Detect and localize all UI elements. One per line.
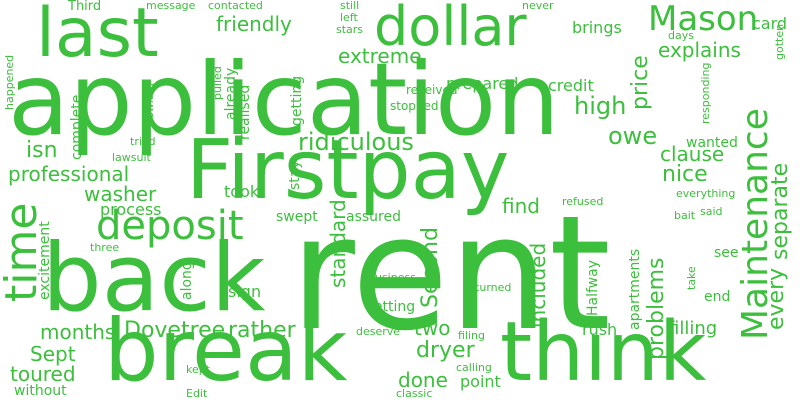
word-firstpay: Firstpay [186,123,510,218]
word-contacted: contacted [208,0,263,12]
word-filing: filing [458,329,485,342]
word-professional: professional [8,162,130,186]
word-along: along [179,261,195,300]
word-back: back [42,224,266,333]
word-washer: washer [84,182,157,206]
word-clause: clause [660,142,725,166]
word-sept: Sept [30,342,76,366]
word-nice: nice [662,162,708,187]
word-last: last [36,0,159,73]
word-wanted: wanted [686,135,738,151]
word-rent: rent [290,182,611,366]
word-high: high [574,92,627,120]
word-three: three [90,241,120,254]
word-standard: standard [326,199,350,288]
word-done: done [398,368,448,392]
word-responding: responding [699,62,712,124]
word-pulled: pulled [211,66,224,100]
word-classic: classic [396,387,433,400]
word-everything: everything [676,187,736,200]
word-lawsuit: lawsuit [112,151,151,164]
word-friendly: friendly [216,12,292,36]
word-calling: calling [456,361,492,374]
word-isn: isn [26,138,58,163]
word-sign: sign [228,282,262,301]
word-stay: stay [287,160,303,190]
word-never: never [522,0,554,12]
word-see: see [714,245,739,261]
word-owe: owe [608,122,658,150]
word-dryer: dryer [416,338,475,363]
word-third: Third [68,0,102,14]
word-received: received [406,83,458,97]
word-mason: Mason [648,0,759,39]
word-realised: realised [237,84,253,140]
word-without: without [14,383,67,399]
word-business: business [368,271,416,284]
word-prepared: prepared [446,74,519,93]
word-dollar: dollar [374,0,527,58]
word-take: take [685,266,698,290]
word-complete: complete [69,94,85,160]
word-months: months [40,320,116,344]
word-dovetree: Dovetree [124,318,226,343]
word-explains: explains [658,38,741,62]
word-every: every [764,267,789,330]
word-assured: assured [346,209,401,225]
word-point: point [460,372,501,391]
word-already: already [223,67,239,120]
word-break: break [104,301,348,400]
word-stars: stars [336,23,364,36]
word-credit: credit [548,76,594,95]
word-message: message [146,0,196,12]
word-toured: toured [10,362,76,386]
word-deserve: deserve [356,325,401,338]
word-switch: switch [143,82,156,118]
word-two: two [414,316,451,340]
word-included: included [526,242,550,328]
word-still: still [340,0,360,12]
word-refused: refused [562,195,604,208]
word-brings: brings [572,18,622,37]
word-said: said [700,205,723,218]
word-happened: happened [3,54,16,110]
word-rush: rush [582,320,618,339]
word-find: find [502,194,540,218]
word-left: left [340,11,358,24]
word-price: price [628,55,653,110]
word-mason-v: Halfway [585,260,601,316]
word-filling: filling [668,318,718,339]
word-extreme: extreme [338,44,422,68]
word-letting: letting [370,299,416,315]
word-ridiculous: ridiculous [298,128,414,156]
word-tried: tried [130,135,156,148]
word-days: days [668,29,694,42]
word-second: Second [418,227,443,308]
word-returned: returned [464,281,512,294]
word-rather: rather [228,318,296,343]
word-card: card [752,14,788,33]
word-apartments: apartments [627,248,643,330]
word-separate: separate [768,162,793,260]
word-excitement: excitement [37,221,53,300]
word-stopped: stopped [390,99,439,113]
word-kept: kept [186,363,211,376]
word-bait: bait [674,209,696,222]
word-swept: swept [276,209,318,225]
word-problems: problems [644,257,669,361]
word-think: think [500,305,707,400]
word-process: process [100,200,162,219]
word-deposit: deposit [96,203,244,249]
word-end: end [704,289,731,305]
word-getting: getting [289,75,305,126]
word-gotten: gotten [773,23,786,60]
word-application: application [8,41,560,158]
word-took: took [224,182,260,201]
word-edit: Edit [186,387,208,400]
